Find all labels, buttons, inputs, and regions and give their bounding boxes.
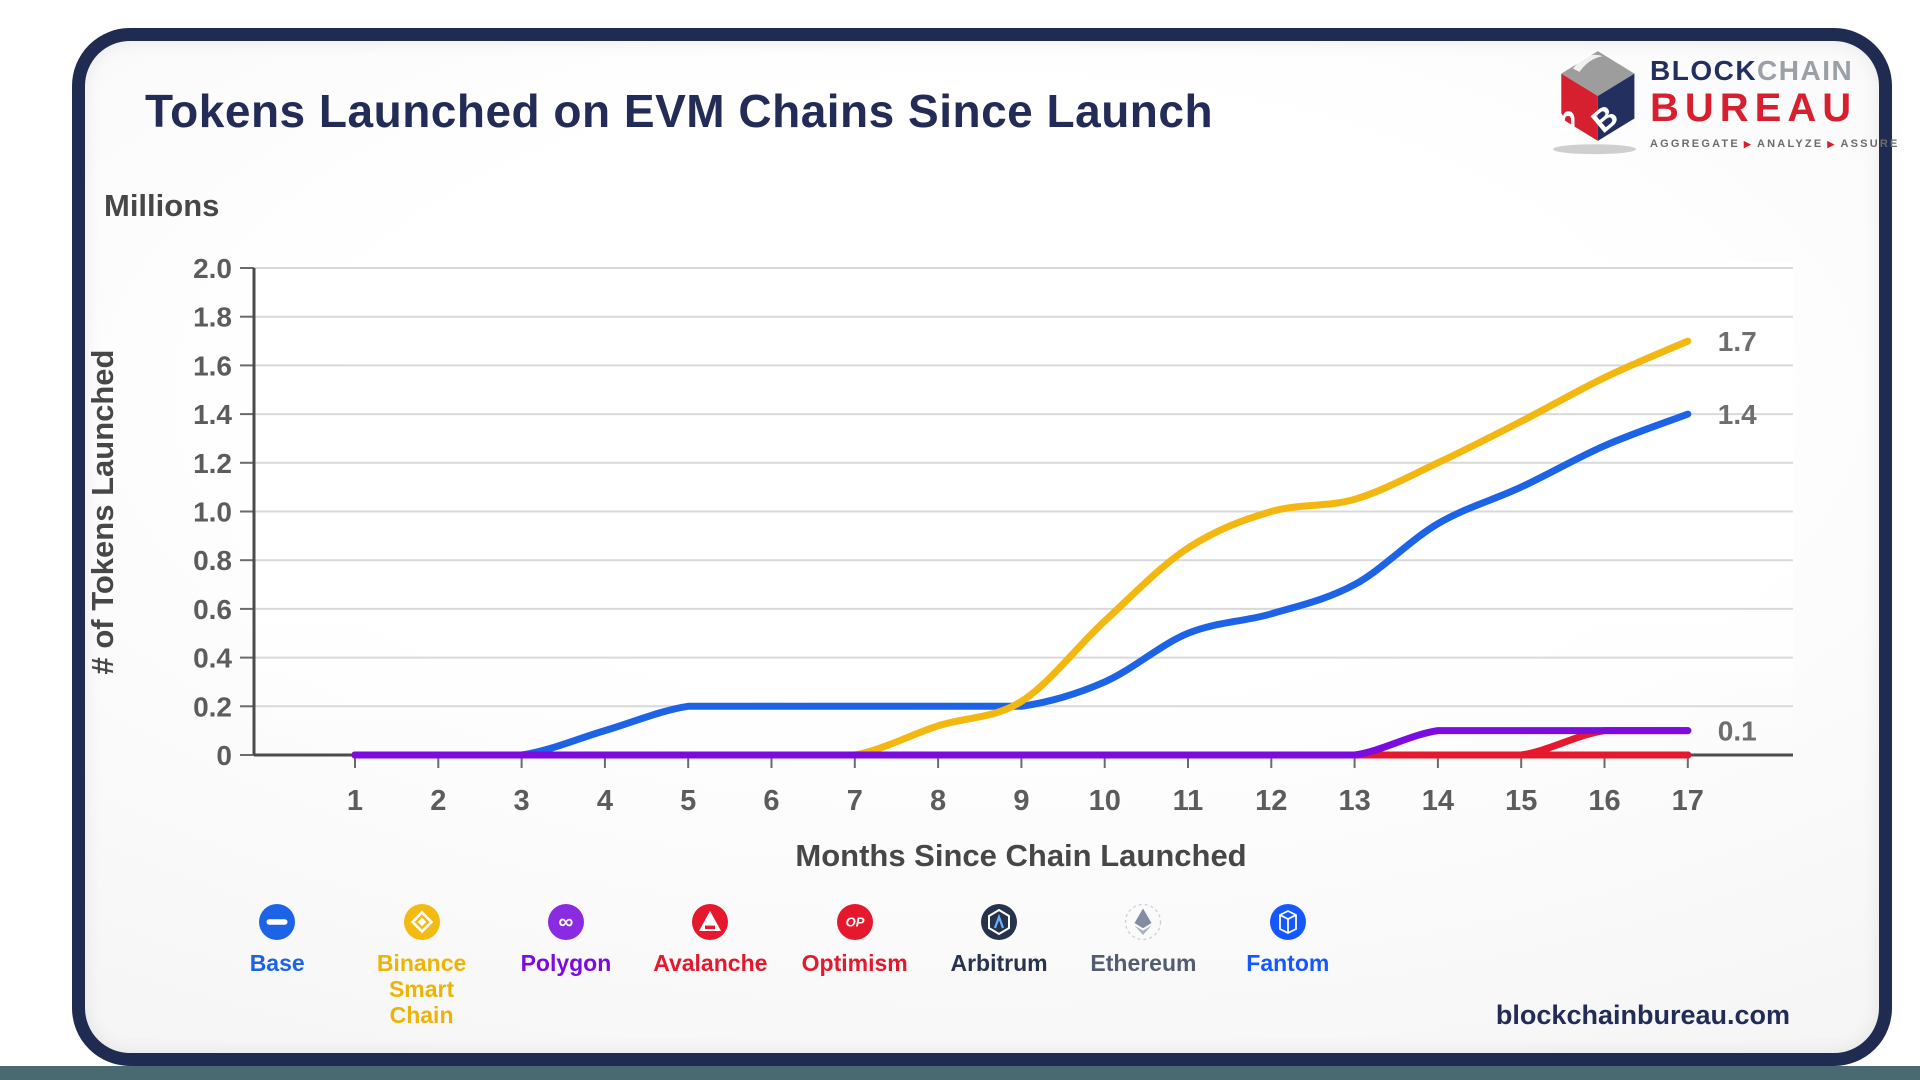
- optimism-icon: OP: [836, 904, 873, 940]
- y-tick-label: 0.6: [193, 594, 232, 625]
- x-tick-label: 10: [1089, 785, 1121, 817]
- svg-text:B: B: [1548, 110, 1582, 133]
- website-link[interactable]: blockchainbureau.com: [1495, 1000, 1790, 1030]
- legend-item-base: Base: [205, 903, 349, 1028]
- y-axis-unit-label: Millions: [104, 188, 220, 223]
- x-tick-label: 9: [1013, 785, 1029, 817]
- x-tick-label: 2: [430, 785, 446, 817]
- triangle-separator-icon: ▶: [1743, 139, 1754, 149]
- series-line-base: [351, 410, 1692, 759]
- binance-smart-chain-icon: [403, 904, 440, 940]
- y-tick-label: 1.8: [193, 302, 232, 333]
- chart-legend: Base Binance Smart Chain ∞ Polygon Avala…: [205, 903, 1360, 1028]
- y-tick-label: 0.2: [193, 691, 232, 722]
- series-line-polygon: [351, 727, 1692, 759]
- x-tick-label: 16: [1588, 785, 1620, 817]
- y-tick-label: 1.0: [193, 497, 232, 528]
- arbitrum-icon: [981, 904, 1018, 940]
- x-axis-title: Months Since Chain Launched: [795, 838, 1247, 873]
- triangle-separator-icon: ▶: [1827, 139, 1837, 149]
- y-tick-label: 0.8: [193, 545, 232, 576]
- avalanche-icon: [692, 904, 729, 940]
- x-tick-label: 15: [1505, 785, 1537, 817]
- legend-item-arbitrum: Arbitrum: [927, 903, 1071, 1028]
- logo-bureau: BUREAU: [1650, 86, 1858, 130]
- bottom-accent-bar: [0, 1066, 1920, 1080]
- page-title: Tokens Launched on EVM Chains Since Laun…: [145, 85, 1214, 137]
- x-tick-label: 17: [1672, 785, 1704, 817]
- y-axis-title: # of Tokens Launched: [85, 349, 120, 675]
- y-tick-label: 0.4: [193, 643, 232, 674]
- legend-item-optimism: OP Optimism: [783, 903, 927, 1028]
- legend-item-ethereum: Ethereum: [1071, 903, 1215, 1028]
- blockchain-bureau-cube-icon: B B: [1548, 51, 1637, 155]
- line-chart: 00.20.40.60.81.01.21.41.61.82.01 2 3 4 5 6 7 8 9…: [193, 253, 1793, 817]
- y-tick-label: 1.2: [193, 448, 232, 479]
- y-tick-label: 2.0: [193, 253, 232, 284]
- x-tick-label: 7: [847, 785, 863, 817]
- fantom-icon: [1269, 904, 1306, 940]
- legend-item-binance-smart-chain: Binance Smart Chain: [349, 903, 493, 1028]
- x-tick-label: 13: [1338, 785, 1370, 817]
- plot-area: [254, 262, 1793, 755]
- x-tick-label: 11: [1173, 785, 1204, 817]
- polygon-icon: ∞: [547, 904, 584, 940]
- legend-item-avalanche: Avalanche: [638, 903, 782, 1028]
- ethereum-icon: [1125, 903, 1162, 941]
- svg-text:∞: ∞: [558, 911, 573, 934]
- y-tick-label: 1.4: [193, 399, 232, 430]
- x-tick-label: 1: [347, 785, 363, 817]
- y-tick-label: 1.6: [193, 350, 232, 381]
- x-tick-label: 14: [1422, 785, 1454, 817]
- x-tick-label: 4: [597, 785, 613, 817]
- base-icon: [259, 904, 296, 940]
- legend-item-polygon: ∞ Polygon: [494, 903, 638, 1028]
- y-tick-label: 0: [216, 740, 232, 771]
- logo-wordmark: BLOCKCHAIN: [1650, 55, 1854, 86]
- x-tick-label: 6: [763, 785, 779, 817]
- series-end-label: 1.7: [1718, 326, 1757, 357]
- svg-text:OP: OP: [845, 915, 864, 930]
- x-tick-label: 5: [680, 785, 696, 817]
- blockchain-bureau-logo: B B BLOCKCHAIN BUREAU AGGREGATE ▶ ANALYZE ▶…: [1548, 42, 1900, 172]
- series-end-label: 0.1: [1718, 716, 1757, 747]
- x-tick-label: 8: [930, 785, 946, 817]
- legend-item-fantom: Fantom: [1216, 903, 1360, 1028]
- x-tick-label: 3: [514, 785, 530, 817]
- x-tick-label: 12: [1255, 785, 1287, 817]
- logo-tagline: AGGREGATE ▶ ANALYZE ▶ ASSURE: [1650, 138, 1900, 150]
- series-end-label: 1.4: [1718, 399, 1757, 430]
